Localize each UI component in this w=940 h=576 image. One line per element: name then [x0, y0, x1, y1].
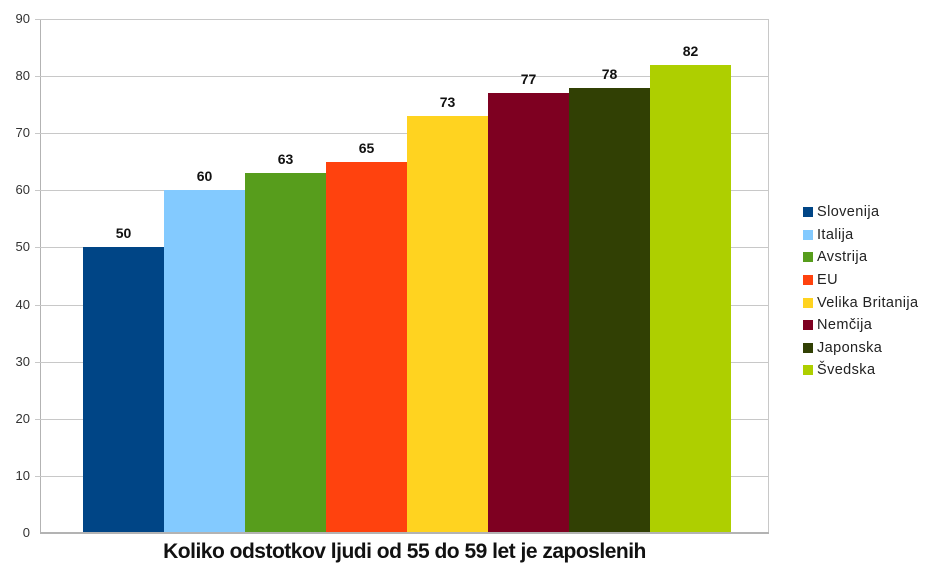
y-tick-label: 40	[15, 296, 30, 312]
y-tick-label: 80	[15, 68, 30, 84]
legend-item: EU	[803, 269, 919, 292]
legend-label: Avstrija	[817, 249, 868, 266]
data-label: 60	[196, 168, 213, 185]
data-label: 77	[520, 71, 537, 88]
legend-label: Italija	[817, 226, 854, 243]
y-tick-label: 70	[15, 125, 30, 141]
x-axis-line	[40, 532, 769, 534]
legend-swatch-icon	[803, 365, 813, 376]
data-label: 82	[682, 42, 699, 59]
plot-area: 50 60 63 65 73 77 78 82	[35, 19, 769, 533]
legend-label: EU	[817, 272, 838, 289]
legend-item: Švedska	[803, 359, 919, 382]
y-tick-label: 60	[15, 182, 30, 198]
legend-item: Avstrija	[803, 246, 919, 269]
bar-japonska	[569, 87, 650, 533]
y-tick-label: 50	[15, 239, 30, 255]
chart-title: Koliko odstotkov ljudi od 55 do 59 let j…	[163, 540, 646, 563]
y-tick-label: 20	[15, 410, 30, 426]
legend-item: Slovenija	[803, 201, 919, 224]
legend-label: Slovenija	[817, 204, 880, 221]
bar-velika-britanija	[407, 116, 488, 533]
data-label: 65	[358, 139, 375, 156]
legend-label: Nemčija	[817, 317, 873, 334]
data-label: 78	[601, 65, 618, 82]
gridline	[35, 76, 768, 78]
gridline	[35, 19, 768, 20]
legend-item: Nemčija	[803, 314, 919, 337]
legend-swatch-icon	[803, 320, 813, 331]
legend-item: Italija	[803, 224, 919, 247]
y-tick-label: 10	[15, 467, 30, 483]
gridline	[35, 133, 768, 135]
y-tick-label: 0	[22, 525, 30, 540]
legend-swatch-icon	[803, 275, 813, 286]
bar-italija	[164, 190, 245, 533]
legend-swatch-icon	[803, 229, 813, 240]
legend-item: Japonska	[803, 337, 919, 360]
bar-avstrija	[245, 173, 326, 533]
y-tick-label: 90	[15, 11, 30, 26]
data-label: 73	[439, 94, 456, 111]
legend-swatch-icon	[803, 342, 813, 353]
legend: Slovenija Italija Avstrija EU Velika Britani…	[803, 201, 919, 382]
data-label: 63	[277, 151, 294, 168]
data-label: 50	[115, 225, 132, 242]
bar-švedska	[650, 64, 731, 533]
legend-label: Japonska	[817, 339, 883, 356]
legend-swatch-icon	[803, 297, 813, 308]
y-tick-label: 30	[15, 353, 30, 369]
legend-swatch-icon	[803, 252, 813, 263]
bar-nemčija	[488, 93, 569, 533]
legend-item: Velika Britanija	[803, 291, 919, 314]
legend-label: Švedska	[817, 362, 876, 379]
bar-eu	[326, 161, 407, 533]
legend-label: Velika Britanija	[817, 294, 919, 311]
bar-slovenija	[83, 247, 164, 533]
legend-swatch-icon	[803, 207, 813, 218]
